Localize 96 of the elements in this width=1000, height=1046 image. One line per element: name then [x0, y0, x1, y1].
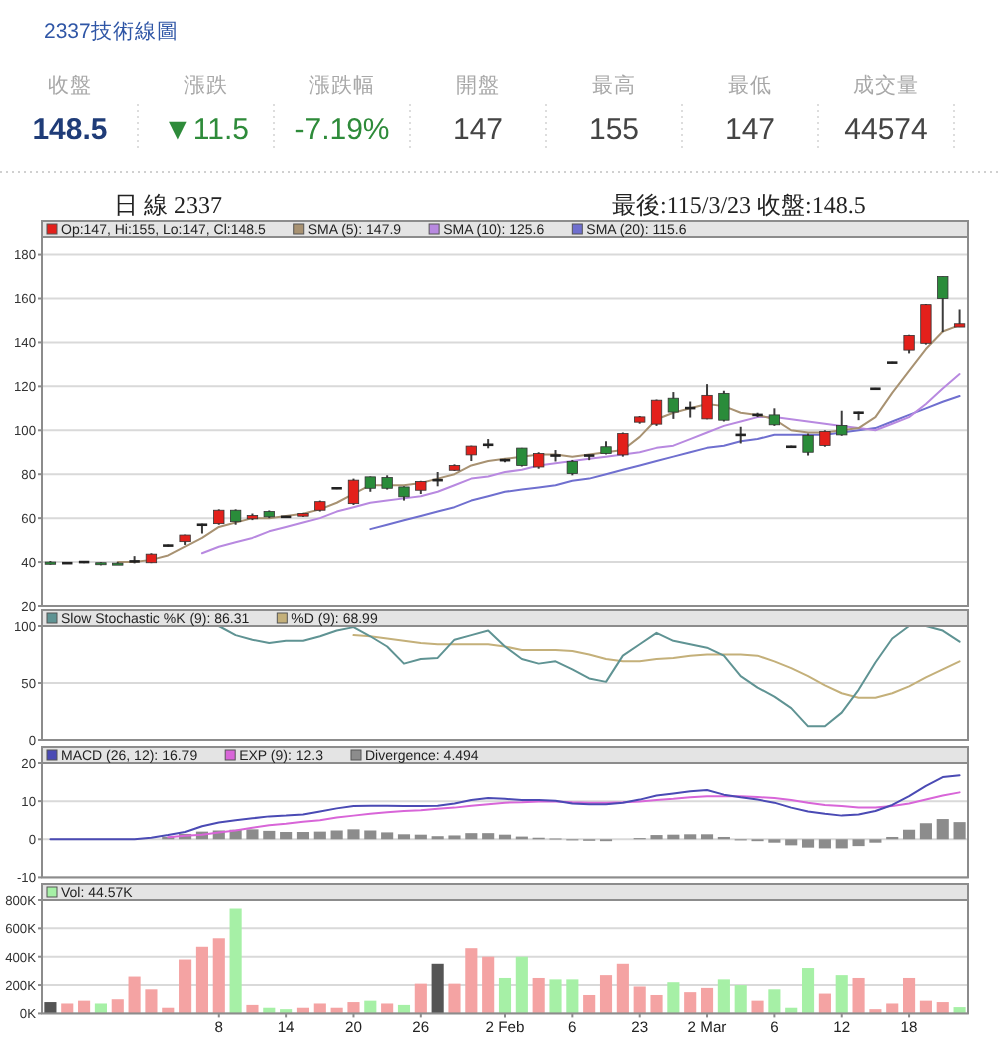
bar [313, 831, 326, 840]
candlestick [617, 431, 629, 458]
bar [734, 985, 747, 1014]
text: 155 [588, 113, 640, 147]
line-series [369, 395, 961, 531]
line-series [49, 774, 961, 841]
bar [330, 830, 343, 840]
category-label: 漲跌 [184, 74, 228, 98]
chart-subtitle: 最後:115/3/23 收盤:148.5 [612, 191, 866, 219]
bar [296, 832, 310, 840]
text: 148.5 [32, 113, 108, 147]
bar [785, 839, 798, 846]
candlestick [802, 432, 814, 457]
line-series [200, 373, 961, 555]
bar [347, 829, 360, 840]
bar [599, 975, 613, 1014]
candlestick [701, 383, 713, 421]
bar [801, 968, 815, 1014]
candlestick [516, 446, 528, 468]
category-label: 開盤 [456, 74, 500, 98]
bar [886, 1003, 899, 1014]
bar [94, 1003, 107, 1014]
line-series [352, 634, 961, 699]
category-label: 最低 [728, 74, 772, 98]
bar [919, 823, 932, 840]
bar [583, 994, 596, 1014]
bar [381, 1003, 394, 1014]
candlestick [920, 302, 932, 346]
bar [700, 834, 714, 840]
category-label: 收盤 [48, 74, 92, 98]
text: 147 [724, 113, 776, 147]
category-label: 最高 [592, 72, 636, 98]
category-label: 漲跌幅 [309, 74, 375, 98]
bar [751, 1000, 764, 1014]
bar [549, 979, 562, 1014]
candlestick [347, 477, 360, 506]
bar [835, 975, 848, 1014]
bar [364, 830, 377, 840]
bar [650, 994, 663, 1014]
bar [717, 979, 730, 1014]
bar [195, 946, 209, 1014]
bar [903, 977, 916, 1014]
bar [465, 833, 478, 840]
bar [431, 963, 444, 1014]
bar [700, 987, 714, 1014]
bar [61, 1003, 74, 1014]
candlestick [650, 398, 663, 427]
candlestick [667, 391, 679, 420]
bar [212, 938, 225, 1014]
bar [818, 993, 831, 1014]
bar [667, 982, 680, 1014]
bar [903, 829, 916, 840]
bar [381, 832, 394, 840]
bar [566, 979, 579, 1014]
bar [818, 839, 831, 849]
bar [515, 956, 528, 1014]
bar [111, 999, 124, 1014]
bar [465, 948, 478, 1014]
bar [684, 992, 697, 1014]
bar [835, 839, 848, 849]
bar [179, 959, 192, 1014]
chart-title: 日 線 2337 [114, 191, 222, 219]
bar [616, 963, 629, 1014]
line-series [167, 791, 961, 839]
bar [801, 839, 815, 848]
candlestick [836, 409, 848, 437]
bar [229, 908, 242, 1014]
bar [768, 989, 781, 1014]
bar [414, 983, 427, 1014]
bar [313, 1003, 326, 1014]
category-label: 成交量 [853, 72, 919, 98]
bar [684, 834, 697, 840]
bar [145, 989, 158, 1014]
text: 44574 [844, 113, 928, 147]
bar [397, 834, 411, 840]
bar [532, 977, 545, 1014]
bar [263, 830, 276, 840]
bar [482, 833, 495, 840]
bar [498, 977, 512, 1014]
text: 147 [452, 113, 504, 147]
bar [482, 956, 495, 1014]
text: ▼11.5 [163, 113, 249, 147]
candlestick [718, 389, 730, 423]
bar [347, 1002, 360, 1014]
bar [448, 983, 461, 1014]
text: -7.19% [294, 113, 390, 147]
bar [936, 819, 949, 840]
text: 2337技術線圖 [44, 20, 179, 44]
bar [280, 832, 293, 840]
bar [246, 829, 259, 840]
bar [852, 977, 865, 1014]
bar [852, 839, 865, 847]
bar [633, 986, 646, 1014]
line-series [217, 625, 961, 728]
candlestick [937, 275, 949, 334]
bar [128, 976, 141, 1014]
